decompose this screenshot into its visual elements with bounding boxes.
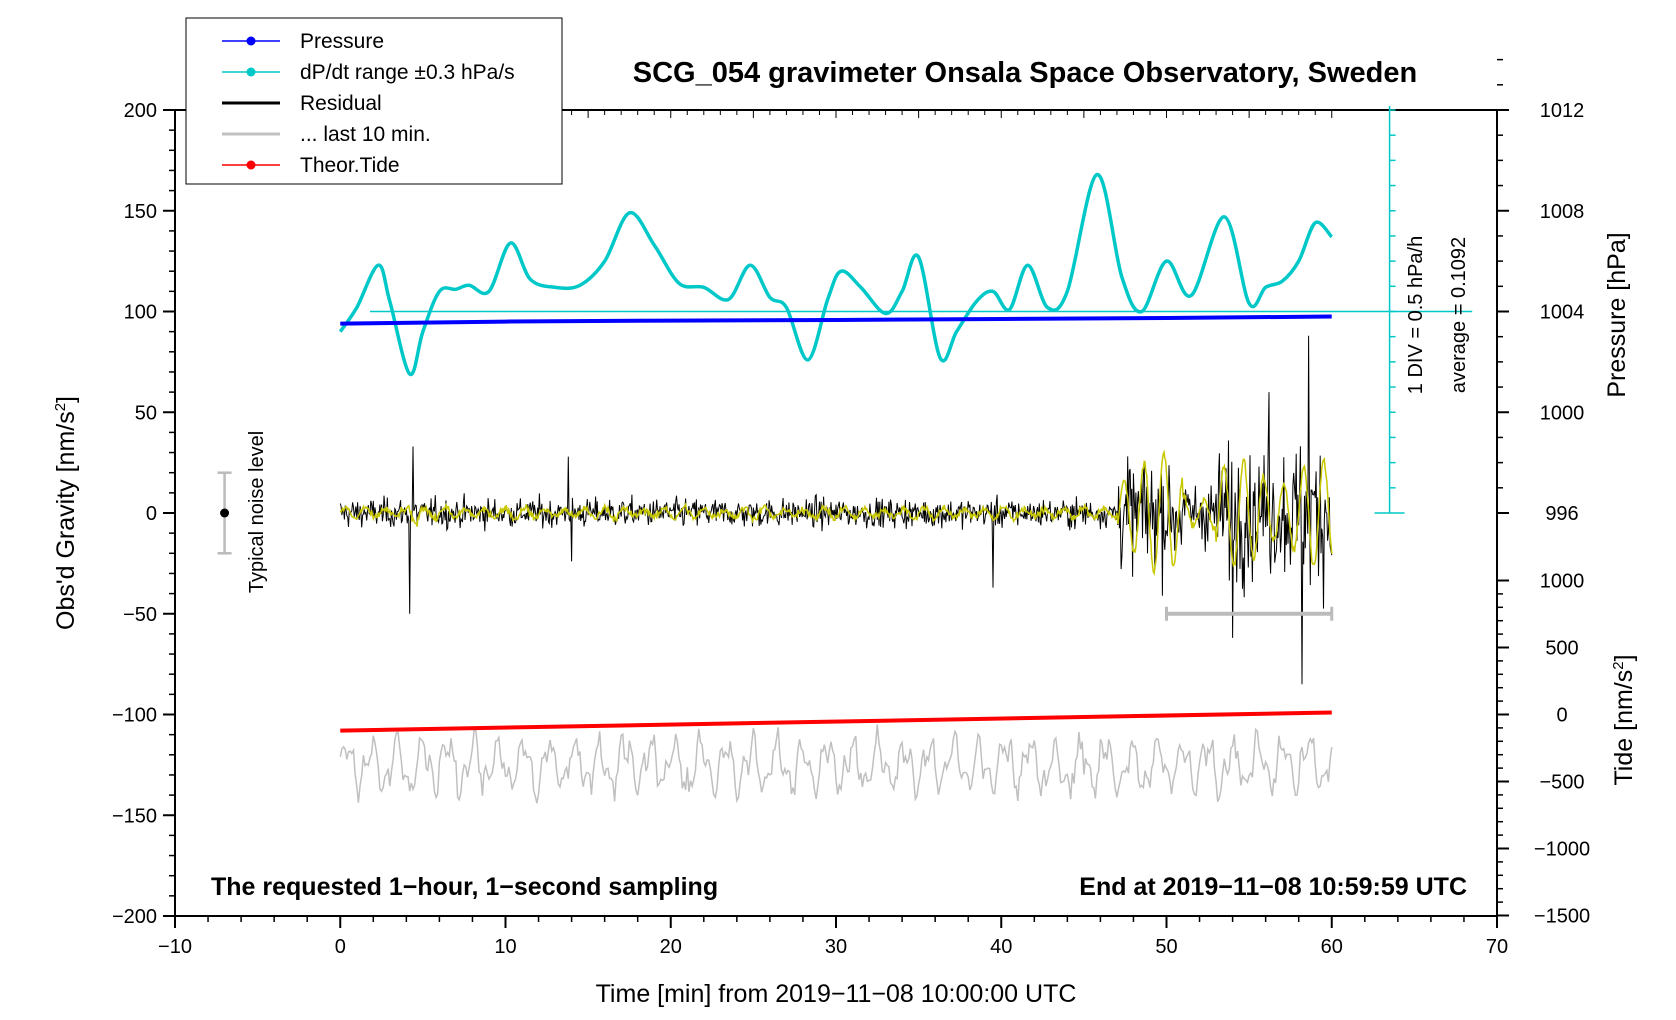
y-tick-label: 50	[135, 402, 157, 424]
x-tick-label: 40	[990, 936, 1012, 958]
y-axis-label-tide-end: ]	[1610, 654, 1638, 661]
y-axis-label-pressure: Pressure [hPa]	[1603, 232, 1631, 397]
x-axis-label: Time [min] from 2019−11−08 10:00:00 UTC	[596, 980, 1077, 1008]
tide-tick-label: 0	[1556, 705, 1567, 727]
pressure-line	[340, 314, 1332, 326]
series-residual	[339, 335, 1333, 685]
y-axis-label-tide-main: Tide [nm/s	[1610, 670, 1638, 786]
legend-label: Residual	[300, 92, 382, 115]
note-end-time: End at 2019−11−08 10:59:59 UTC	[1079, 873, 1467, 901]
tide-tick-label: −1500	[1534, 906, 1590, 928]
left-axis-ticks: 200 150 100 50 0 −50 −100 −150 −200	[112, 100, 175, 928]
scale-div-label: 1 DIV = 0.5 hPa/h	[1405, 236, 1427, 394]
series-dpdt	[338, 172, 1334, 376]
x-tick-label: 50	[1155, 936, 1177, 958]
y-axis-label-left: Obs'd Gravity [nm/s2]	[52, 396, 80, 630]
last10-line	[339, 724, 1333, 804]
y-tick-label: −150	[112, 805, 157, 827]
scale-average-label: average = 0.1092	[1448, 237, 1470, 393]
tide-tick-label: −500	[1539, 772, 1584, 794]
y-tick-label: 0	[146, 503, 157, 525]
x-tick-label: 60	[1321, 936, 1343, 958]
x-tick-label: 0	[335, 936, 346, 958]
legend-box	[185, 17, 563, 185]
y-tick-label: −50	[123, 604, 157, 626]
noise-bar-dot	[220, 508, 230, 518]
pressure-tick-label: 1008	[1540, 201, 1585, 223]
y-tick-label: −200	[112, 906, 157, 928]
series-pressure	[340, 314, 1332, 326]
y-tick-label: 100	[124, 302, 157, 324]
residual-line	[339, 335, 1333, 685]
y-axis-label-left-main: Obs'd Gravity [nm/s	[52, 411, 80, 630]
legend-label: Theor.Tide	[300, 154, 400, 177]
x-tick-label: 70	[1486, 936, 1508, 958]
pressure-tick-label: 1004	[1540, 302, 1585, 324]
dpdt-scale-bar	[1374, 105, 1405, 514]
y-axis-label-tide: Tide [nm/s2]	[1610, 654, 1638, 785]
legend-marker	[246, 36, 256, 46]
legend-label: Pressure	[300, 30, 384, 53]
noise-level-label: Typical noise level	[246, 431, 268, 593]
y-tick-label: 200	[124, 100, 157, 122]
y-tick-label: 150	[124, 201, 157, 223]
x-tick-label: 10	[494, 936, 516, 958]
x-tick-label: 20	[660, 936, 682, 958]
pressure-tick-label: 996	[1545, 503, 1578, 525]
y-tick-label: −100	[112, 705, 157, 727]
x-tick-label: −10	[158, 936, 192, 958]
pressure-tick-label: 1012	[1540, 100, 1585, 122]
series-last-10-min	[339, 724, 1333, 804]
residual-smoothed-line	[339, 449, 1333, 576]
legend-label: dP/dt range ±0.3 hPa/s	[300, 61, 515, 84]
tide-tick-label: 500	[1545, 638, 1578, 660]
y-axis-label-left-end: ]	[52, 396, 80, 403]
note-sampling: The requested 1−hour, 1−second sampling	[211, 873, 718, 901]
right-axis-ticks: 1012 1008 1004 1000 996 1000 500 0 −500 −1000 −150…	[1497, 58, 1590, 928]
legend-marker	[246, 160, 256, 170]
tide-line	[340, 710, 1332, 733]
tide-tick-label: −1000	[1534, 839, 1590, 861]
tide-tick-label: 1000	[1540, 571, 1585, 593]
chart-title: SCG_054 gravimeter Onsala Space Observat…	[633, 57, 1417, 89]
dpdt-line	[338, 172, 1334, 376]
pressure-tick-label: 1000	[1540, 402, 1585, 424]
series-theor-tide	[340, 710, 1332, 733]
typical-noise-bar	[217, 471, 232, 555]
y-axis-label-tide-sup: 2	[1610, 661, 1627, 669]
x-tick-label: 30	[825, 936, 847, 958]
y-axis-label-left-sup: 2	[52, 403, 69, 411]
series-residual-smoothed	[339, 449, 1333, 576]
legend-label: ... last 10 min.	[300, 123, 431, 146]
legend-marker	[246, 67, 256, 77]
bottom-axis-ticks: −10 0 10 20 30 40 50 60 70	[158, 110, 1508, 958]
last-10-min-bar	[1165, 606, 1334, 621]
legend: Pressure dP/dt range ±0.3 hPa/s Residual..…	[185, 17, 563, 185]
